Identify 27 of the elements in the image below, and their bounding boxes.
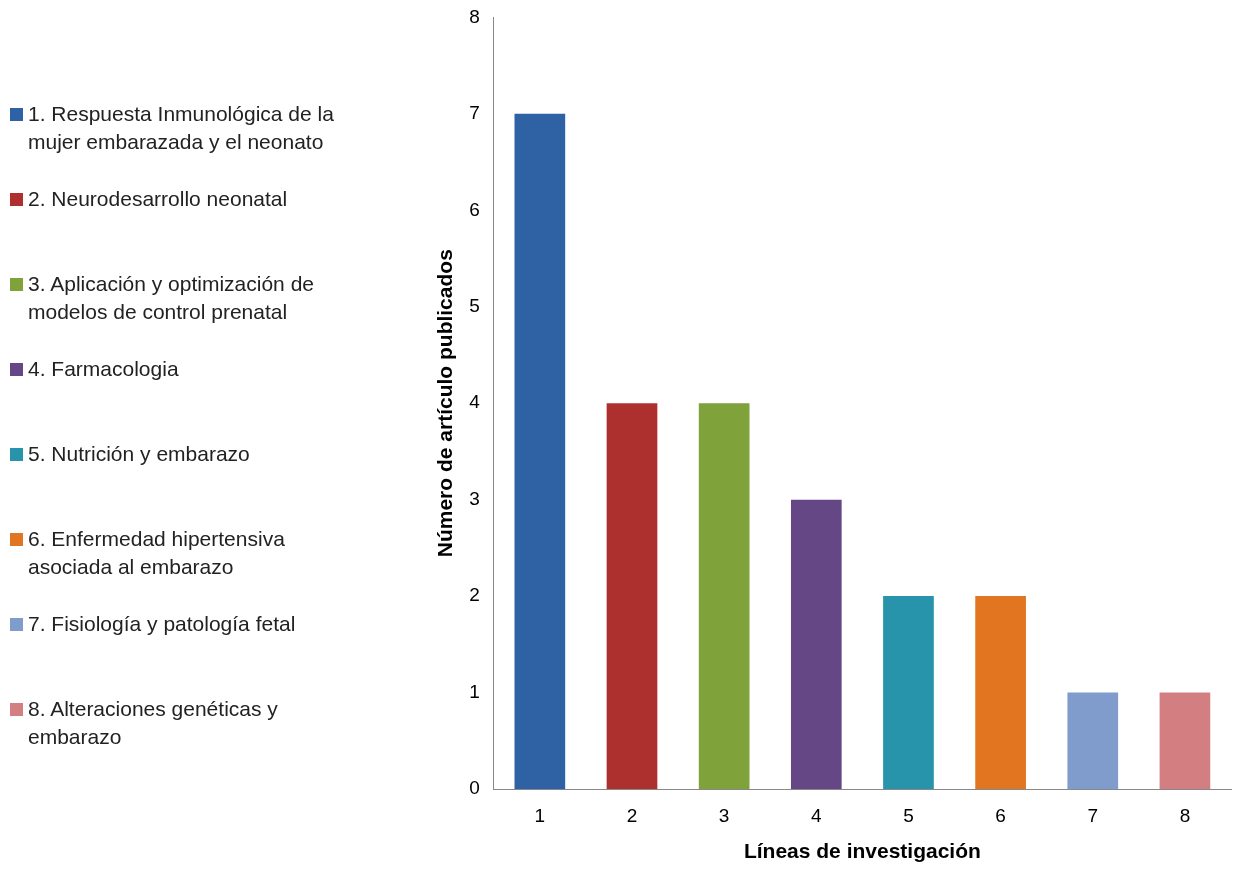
legend-label: 3. Aplicación y optimización de modelos de control prenatal: [28, 271, 315, 325]
y-tick-label: 8: [469, 5, 480, 27]
y-axis-title: Número de artículo publicados: [433, 249, 457, 558]
y-tick-label: 2: [469, 584, 480, 606]
legend-label: 8. Alteraciones genéticas y embarazo: [28, 696, 279, 750]
legend-label: 5. Nutrición y embarazo: [28, 441, 251, 467]
legend-label: 7. Fisiología y patología fetal: [28, 611, 297, 637]
x-tick-label: 5: [903, 804, 914, 826]
legend-label: 6. Enfermedad hipertensiva asociada al embarazo: [28, 526, 286, 580]
legend-label: 2. Neurodesarrollo neonatal: [28, 186, 289, 212]
y-tick-label: 0: [469, 777, 480, 799]
y-tick-label: 3: [469, 487, 480, 509]
legend-label: 1. Respuesta Inmunológica de la mujer embarazada y el neonato: [28, 101, 335, 155]
x-tick-label: 1: [534, 804, 546, 826]
y-tick-label: 4: [469, 391, 481, 413]
y-tick-label: 5: [469, 294, 480, 316]
x-axis-title: Líneas de investigación: [743, 839, 981, 863]
legend-label: 4. Farmacologia: [28, 356, 180, 382]
x-tick-label: 2: [626, 804, 638, 826]
x-tick-label: 3: [718, 804, 730, 826]
x-tick-label: 4: [811, 804, 823, 826]
y-tick-label: 7: [469, 102, 480, 124]
y-tick-label: 6: [469, 198, 480, 220]
x-tick-label: 8: [1179, 804, 1191, 826]
x-tick-label: 6: [995, 804, 1006, 826]
x-tick-label: 7: [1087, 804, 1099, 826]
y-tick-label: 1: [469, 680, 480, 702]
